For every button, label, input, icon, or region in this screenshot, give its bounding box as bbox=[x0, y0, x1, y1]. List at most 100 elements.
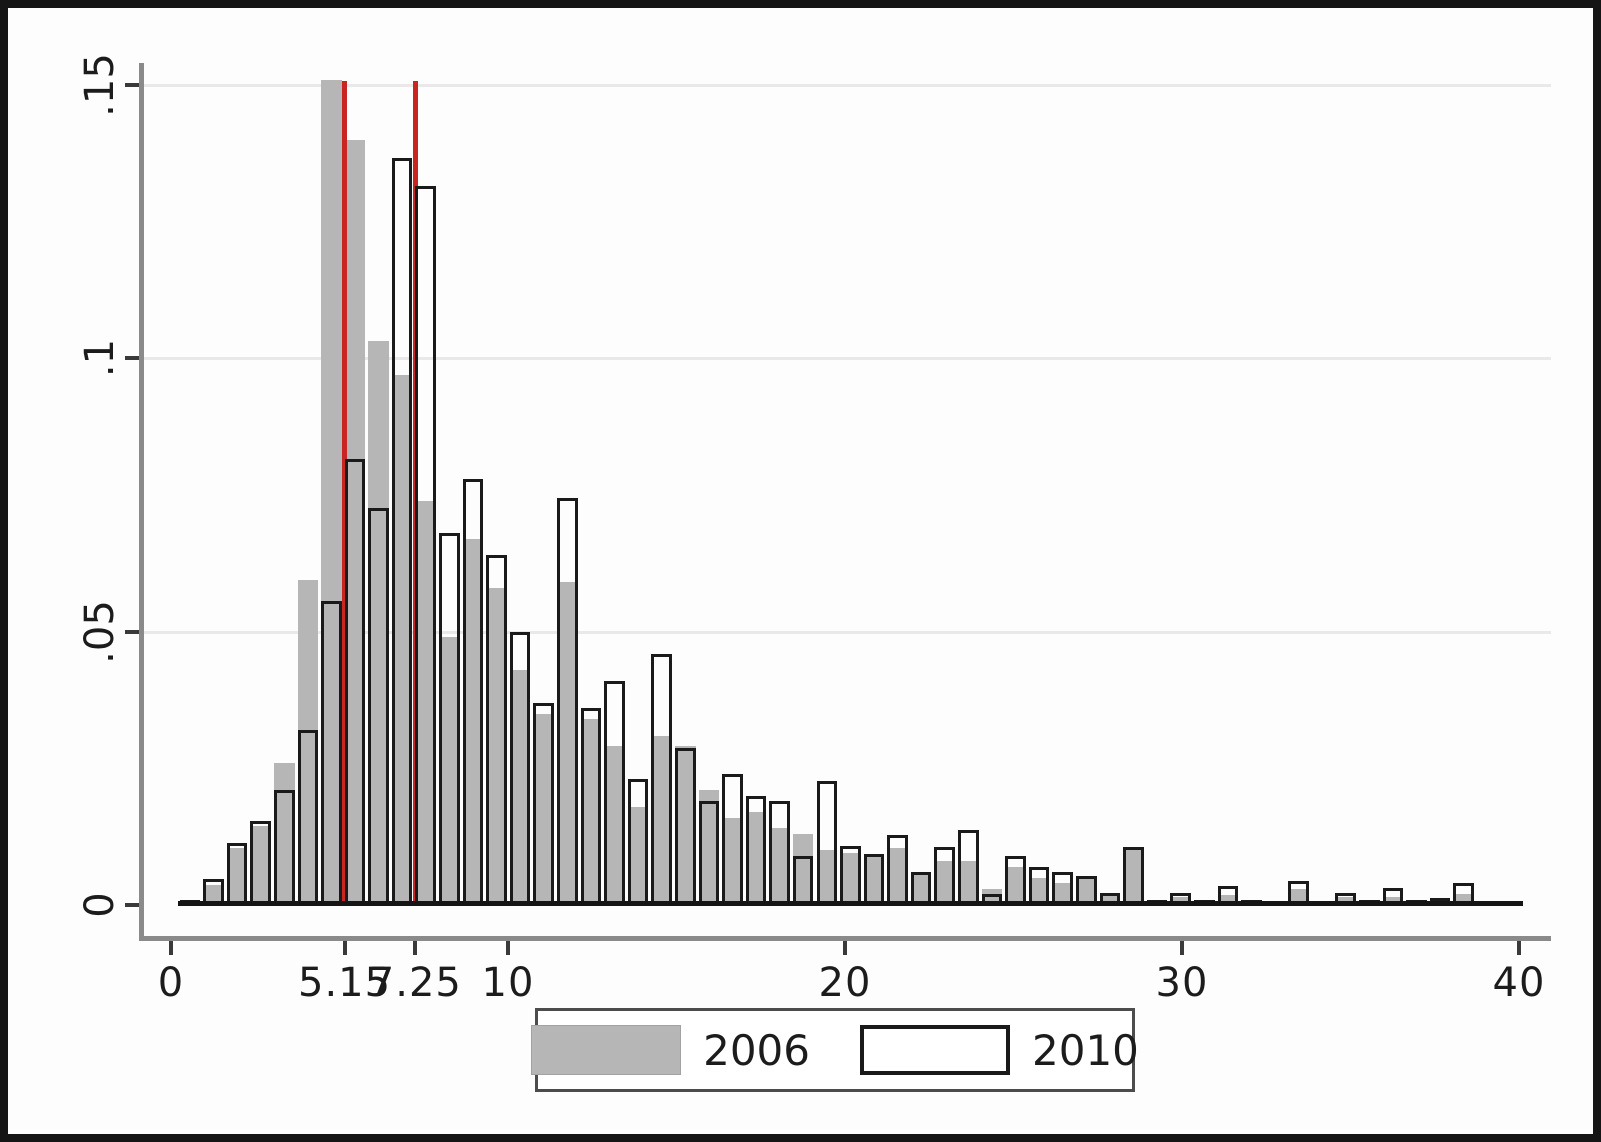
bar-2010 bbox=[1005, 856, 1026, 905]
bar-2006 bbox=[439, 637, 460, 905]
bar-2006 bbox=[1052, 883, 1073, 905]
bar-2010 bbox=[1453, 883, 1474, 905]
bar-2006 bbox=[368, 341, 389, 905]
x-tick bbox=[1517, 941, 1521, 955]
bar-2010 bbox=[1099, 893, 1121, 905]
legend-item-2006: 2006 bbox=[531, 1025, 810, 1075]
bar-2010 bbox=[910, 872, 932, 905]
y-tick-label: .15 bbox=[77, 53, 123, 117]
bar-2006 bbox=[580, 719, 602, 905]
legend-label-2006: 2006 bbox=[703, 1025, 810, 1075]
bar-2006 bbox=[840, 853, 861, 905]
x-tick-label: 0 bbox=[157, 960, 185, 1006]
bar-2010 bbox=[698, 801, 720, 905]
x-tick-label: 20 bbox=[818, 960, 872, 1006]
plot-area: 0 5.15 7.25 10 20 30 40 0 .05 .1 .15 bbox=[8, 8, 1593, 1134]
bar-2010 bbox=[627, 779, 649, 905]
bar-2010 bbox=[509, 632, 531, 905]
y-axis-line bbox=[139, 63, 144, 941]
x-tick-label: 10 bbox=[481, 960, 535, 1006]
bar-2006 bbox=[887, 848, 908, 905]
bar-2010 bbox=[486, 555, 507, 905]
bar-2006 bbox=[674, 746, 696, 905]
bar-2010 bbox=[745, 796, 767, 905]
bar-2010 bbox=[887, 835, 908, 905]
bar-2006 bbox=[1075, 878, 1097, 905]
y-tick-label: 0 bbox=[77, 892, 123, 918]
x-tick-label: 5.15 bbox=[298, 960, 392, 1006]
bar-2010 bbox=[722, 774, 743, 905]
y-tick bbox=[125, 356, 139, 361]
x-tick-label: 30 bbox=[1155, 960, 1209, 1006]
x-tick bbox=[413, 941, 418, 955]
bar-2010 bbox=[958, 830, 979, 905]
bar-2010 bbox=[840, 846, 861, 905]
bar-2006 bbox=[203, 885, 224, 905]
bar-2010 bbox=[226, 843, 248, 905]
bar-2006 bbox=[344, 140, 366, 905]
bar-2010 bbox=[415, 186, 437, 905]
legend-box: 2006 2010 bbox=[531, 1008, 1139, 1092]
bar-2006 bbox=[651, 736, 672, 905]
bar-2010 bbox=[321, 601, 342, 905]
bar-2006 bbox=[934, 861, 956, 905]
x-tick-label: 40 bbox=[1492, 960, 1546, 1006]
x-tick bbox=[843, 941, 847, 955]
bar-2006 bbox=[415, 501, 437, 905]
bar-2006 bbox=[910, 872, 932, 905]
bar-2010 bbox=[1075, 876, 1097, 905]
bar-2006 bbox=[1028, 878, 1050, 905]
bar-2006 bbox=[722, 818, 743, 905]
bar-2006 bbox=[273, 763, 295, 905]
bar-2010 bbox=[981, 894, 1003, 905]
bar-2006 bbox=[816, 850, 838, 905]
bar-2006 bbox=[321, 80, 342, 905]
bar-2006 bbox=[250, 826, 271, 905]
bar-2010 bbox=[533, 703, 554, 905]
x-tick bbox=[169, 941, 173, 955]
bar-2010 bbox=[273, 790, 295, 905]
bar-2006 bbox=[863, 856, 885, 905]
bars-baseline bbox=[178, 901, 1523, 906]
x-axis-line bbox=[139, 936, 1551, 941]
bar-2010 bbox=[1382, 888, 1404, 905]
bar-2006 bbox=[1453, 894, 1474, 905]
y-tick bbox=[125, 903, 139, 907]
bar-2006 bbox=[769, 828, 790, 905]
y-tick-label: .1 bbox=[77, 339, 123, 378]
bar-2010 bbox=[557, 498, 578, 905]
bar-2010 bbox=[934, 847, 956, 905]
bar-2006 bbox=[1005, 867, 1026, 905]
y-gridline bbox=[139, 630, 1551, 634]
bar-2006 bbox=[958, 861, 979, 905]
bar-2010 bbox=[651, 654, 672, 905]
x-tick-label: 7.25 bbox=[368, 960, 462, 1006]
white-outlined-swatch bbox=[860, 1025, 1010, 1075]
bar-2010 bbox=[203, 879, 224, 905]
bar-2006 bbox=[604, 746, 625, 905]
bar-2006 bbox=[792, 834, 814, 905]
bar-2006 bbox=[391, 375, 413, 905]
bar-2006 bbox=[533, 714, 554, 905]
bar-2006 bbox=[1099, 894, 1121, 905]
bar-2010 bbox=[368, 508, 389, 905]
bar-2010 bbox=[674, 748, 696, 905]
bar-2010 bbox=[769, 801, 790, 905]
bar-2006 bbox=[1123, 848, 1144, 905]
bar-2006 bbox=[297, 580, 319, 905]
x-tick bbox=[342, 941, 347, 955]
bar-2010 bbox=[344, 459, 366, 905]
y-tick bbox=[125, 629, 139, 634]
bar-2010 bbox=[1170, 893, 1191, 905]
bar-2006 bbox=[557, 582, 578, 905]
bar-2010 bbox=[580, 708, 602, 905]
bar-2010 bbox=[792, 856, 814, 905]
x-tick bbox=[506, 941, 510, 955]
bar-2006 bbox=[486, 588, 507, 905]
bar-2010 bbox=[1028, 867, 1050, 905]
bar-2010 bbox=[604, 681, 625, 905]
bar-2006 bbox=[745, 812, 767, 905]
y-tick-label: .05 bbox=[77, 599, 123, 664]
gray-filled-swatch bbox=[531, 1025, 682, 1075]
